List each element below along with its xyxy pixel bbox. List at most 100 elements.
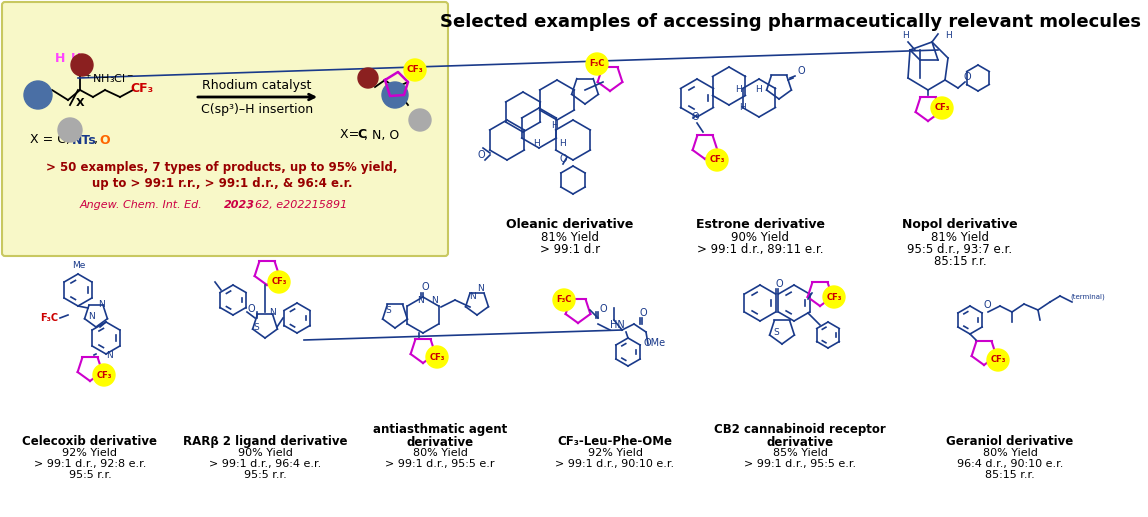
Text: (terminal): (terminal) [1070, 293, 1104, 299]
Circle shape [585, 53, 608, 75]
Text: Rhodium catalyst: Rhodium catalyst [202, 79, 312, 92]
Text: S: S [773, 328, 778, 337]
Text: O: O [984, 300, 992, 310]
Text: 92% Yield: 92% Yield [62, 448, 117, 458]
Text: 80% Yield: 80% Yield [983, 448, 1038, 458]
Text: N: N [478, 284, 483, 293]
Text: X: X [76, 98, 84, 108]
Text: O: O [478, 150, 484, 160]
Text: F₃C: F₃C [589, 59, 605, 68]
Circle shape [823, 286, 845, 308]
Text: CF₃: CF₃ [934, 103, 949, 113]
Text: Angew. Chem. Int. Ed.: Angew. Chem. Int. Ed. [80, 200, 207, 210]
Text: 96:4 d.r., 90:10 e.r.: 96:4 d.r., 90:10 e.r. [956, 459, 1063, 469]
Text: 85:15 r.r.: 85:15 r.r. [985, 470, 1034, 480]
Text: 92% Yield: 92% Yield [588, 448, 643, 458]
Text: 80% Yield: 80% Yield [412, 448, 467, 458]
Text: > 99:1 d.r., 95:5 e.r: > 99:1 d.r., 95:5 e.r [386, 459, 495, 469]
Text: C(sp³)–H insertion: C(sp³)–H insertion [201, 103, 313, 116]
Text: derivative: derivative [767, 436, 833, 449]
Text: Selected examples of accessing pharmaceutically relevant molecules: Selected examples of accessing pharmaceu… [440, 13, 1140, 31]
Text: Oleanic derivative: Oleanic derivative [506, 218, 634, 231]
Text: , 62, e202215891: , 62, e202215891 [248, 200, 347, 210]
Text: O: O [964, 72, 971, 82]
Text: O: O [776, 279, 784, 289]
Text: CF₃: CF₃ [827, 293, 841, 301]
Text: Geraniol derivative: Geraniol derivative [946, 435, 1073, 448]
Circle shape [71, 54, 93, 76]
Text: $^+$NH₃Cl$^-$: $^+$NH₃Cl$^-$ [83, 70, 133, 86]
Text: 81% Yield: 81% Yield [931, 231, 988, 244]
Text: 95:5 d.r., 93:7 e.r.: 95:5 d.r., 93:7 e.r. [907, 243, 1013, 256]
Text: N: N [430, 296, 437, 305]
Circle shape [409, 109, 430, 131]
Text: S: S [253, 323, 258, 332]
Text: F₃C: F₃C [40, 313, 59, 323]
Text: H: H [559, 139, 566, 148]
Text: O: O [421, 282, 428, 292]
Circle shape [382, 82, 408, 108]
Text: H: H [945, 31, 952, 40]
Text: > 99:1 d.r: > 99:1 d.r [540, 243, 600, 256]
Text: CF₃: CF₃ [991, 356, 1006, 364]
Text: NTs: NTs [72, 133, 96, 146]
Text: 90% Yield: 90% Yield [238, 448, 293, 458]
Text: F₃C: F₃C [557, 296, 572, 305]
Circle shape [358, 68, 378, 88]
Circle shape [987, 349, 1009, 371]
Text: Me: Me [72, 261, 85, 270]
Text: ,: , [94, 133, 102, 146]
Text: N: N [269, 308, 276, 317]
Text: C: C [357, 129, 366, 142]
Text: > 99:1 d.r., 92:8 e.r.: > 99:1 d.r., 92:8 e.r. [33, 459, 146, 469]
Text: O: O [639, 308, 647, 318]
Text: O: O [559, 154, 567, 164]
Text: derivative: derivative [406, 436, 474, 449]
Text: H: H [902, 31, 909, 40]
Text: X=: X= [340, 129, 363, 142]
Circle shape [706, 149, 728, 171]
Text: up to > 99:1 r.r., > 99:1 d.r., & 96:4 e.r.: up to > 99:1 r.r., > 99:1 d.r., & 96:4 e… [92, 177, 352, 190]
Text: N: N [88, 312, 95, 321]
Text: H: H [739, 103, 746, 112]
Text: > 99:1 d.r., 89:11 e.r.: > 99:1 d.r., 89:11 e.r. [697, 243, 823, 256]
Text: > 99:1 d.r., 90:10 e.r.: > 99:1 d.r., 90:10 e.r. [556, 459, 675, 469]
Text: Celecoxib derivative: Celecoxib derivative [23, 435, 157, 448]
Text: H: H [533, 139, 540, 148]
Text: O: O [691, 112, 699, 122]
Text: H: H [71, 52, 82, 65]
Text: H: H [55, 52, 65, 65]
Text: CF₃-Leu-Phe-OMe: CF₃-Leu-Phe-OMe [558, 435, 673, 448]
Circle shape [426, 346, 448, 368]
Text: H: H [551, 121, 558, 130]
Circle shape [553, 289, 575, 311]
Text: > 99:1 d.r., 95:5 e.r.: > 99:1 d.r., 95:5 e.r. [744, 459, 856, 469]
Text: CF₃: CF₃ [709, 156, 724, 164]
Text: Estrone derivative: Estrone derivative [696, 218, 824, 231]
Text: CF₃: CF₃ [96, 371, 111, 379]
Circle shape [93, 364, 115, 386]
Text: S: S [385, 306, 390, 315]
Text: N: N [417, 296, 424, 305]
Text: 90% Yield: 90% Yield [731, 231, 789, 244]
Circle shape [404, 59, 426, 81]
Text: N: N [98, 300, 104, 309]
Circle shape [59, 118, 82, 142]
FancyBboxPatch shape [2, 2, 448, 256]
Text: CF₃: CF₃ [131, 82, 154, 95]
Text: 81% Yield: 81% Yield [541, 231, 599, 244]
Text: CF₃: CF₃ [406, 66, 424, 74]
Text: OMe: OMe [644, 338, 666, 348]
Text: 95:5 r.r.: 95:5 r.r. [243, 470, 286, 480]
Circle shape [267, 271, 290, 293]
Text: O: O [600, 304, 607, 314]
Circle shape [24, 81, 52, 109]
Text: antiasthmatic agent: antiasthmatic agent [373, 423, 507, 436]
Text: 85:15 r.r.: 85:15 r.r. [933, 255, 986, 268]
Text: N: N [470, 292, 475, 301]
Text: 95:5 r.r.: 95:5 r.r. [69, 470, 111, 480]
Text: CF₃: CF₃ [429, 353, 444, 361]
Text: CF₃: CF₃ [271, 278, 287, 286]
Circle shape [931, 97, 953, 119]
Text: O: O [797, 66, 805, 76]
